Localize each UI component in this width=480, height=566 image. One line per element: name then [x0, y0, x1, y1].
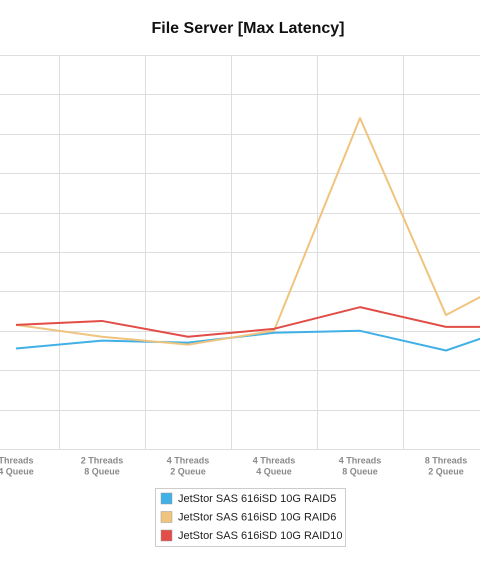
- legend-swatch: [160, 492, 173, 505]
- series-line: [15, 117, 480, 346]
- legend-label: JetStor SAS 616iSD 10G RAID10: [178, 530, 342, 542]
- x-tick-label: 4 Queue: [256, 466, 292, 476]
- legend-swatch: [160, 529, 173, 542]
- x-tick-label: 4 Threads: [167, 455, 210, 465]
- x-tick-label: 4 Queue: [0, 466, 34, 476]
- chart-title: File Server [Max Latency]: [152, 20, 345, 37]
- x-tick-label: 4 Threads: [339, 455, 382, 465]
- x-tick-label: 2 Queue: [428, 466, 464, 476]
- x-tick-label: Threads: [0, 455, 34, 465]
- x-tick-label: 8 Queue: [342, 466, 378, 476]
- legend-box: [155, 488, 346, 547]
- x-tick-label: 2 Queue: [170, 466, 206, 476]
- legend-label: JetStor SAS 616iSD 10G RAID6: [178, 511, 336, 523]
- legend-label: JetStor SAS 616iSD 10G RAID5: [178, 493, 336, 505]
- series-line: [15, 306, 480, 338]
- legend-swatch: [160, 511, 173, 523]
- series-line: [15, 329, 480, 352]
- x-tick-label: 4 Threads: [253, 455, 296, 465]
- x-tick-label: 8 Queue: [84, 466, 120, 476]
- x-tick-label: 8 Threads: [425, 455, 468, 465]
- x-tick-label: 2 Threads: [81, 455, 124, 465]
